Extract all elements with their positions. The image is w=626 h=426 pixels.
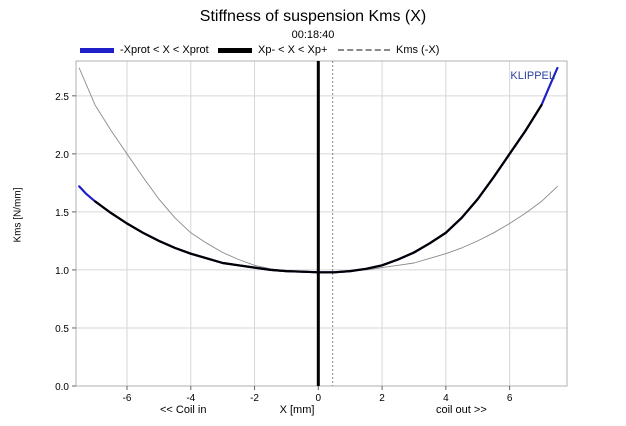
series-lines (78, 66, 559, 274)
chart-subtitle: 00:18:40 (291, 29, 335, 41)
x-caption-coil-in: << Coil in (160, 404, 207, 416)
legend-label-xp: Xp- < X < Xp+ (258, 44, 328, 56)
legend-swatch-xprot (80, 47, 114, 53)
y-tick-label: 0.5 (55, 324, 69, 335)
chart-title: Stiffness of suspension Kms (X) (199, 8, 427, 25)
grid (76, 61, 567, 387)
legend-item-kms-neg: Kms (-X) (338, 44, 439, 56)
klippel-watermark: KLIPPEL (510, 70, 555, 82)
legend-swatch-xp (218, 47, 252, 53)
x-axis-label: X [mm] (279, 404, 315, 416)
x-ticks: -6 -4 -2 0 2 4 6 (123, 386, 513, 404)
x-tick-label: 4 (443, 393, 449, 404)
x-tick-label: 6 (507, 393, 513, 404)
legend-item-xp: Xp- < X < Xp+ (218, 44, 327, 56)
legend-swatch-kms-neg (338, 49, 390, 51)
y-tick-label: 2.5 (55, 92, 69, 103)
x-tick-label: 2 (379, 393, 385, 404)
legend-item-xprot: -Xprot < X < Xprot (80, 44, 209, 56)
x-tick-label: 0 (316, 393, 322, 404)
y-axis-label: Kms [N/mm] (12, 187, 24, 243)
y-tick-label: 0.0 (55, 382, 69, 393)
vertical-markers (316, 61, 334, 386)
x-caption-coil-out: coil out >> (436, 404, 487, 416)
x-tick-label: -2 (250, 393, 259, 404)
x-tick-label: -6 (123, 393, 132, 404)
y-tick-label: 1.5 (55, 208, 69, 219)
legend: -Xprot < X < Xprot Xp- < X < Xp+ Kms (-X… (0, 44, 626, 60)
y-tick-label: 1.0 (55, 266, 69, 277)
series-line-xp (93, 103, 543, 274)
legend-label-xprot: -Xprot < X < Xprot (120, 44, 209, 56)
legend-label-kms-neg: Kms (-X) (396, 44, 440, 56)
x-tick-label: -4 (186, 393, 195, 404)
y-tick-label: 2.0 (55, 150, 69, 161)
plot-frame (75, 60, 568, 387)
y-ticks: 0.0 0.5 1.0 1.5 2.0 2.5 (55, 92, 76, 393)
